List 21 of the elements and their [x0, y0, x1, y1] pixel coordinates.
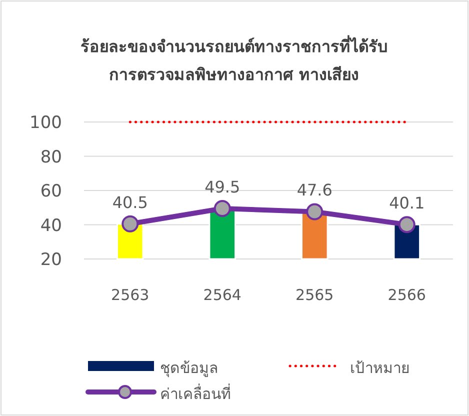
data-label: 40.5 — [112, 192, 148, 212]
x-tick-label: 2563 — [111, 286, 150, 304]
y-tick-label: 60 — [40, 182, 62, 202]
y-tick-label: 80 — [40, 147, 62, 168]
x-tick-label: 2565 — [296, 286, 334, 304]
data-label: 47.6 — [296, 180, 332, 200]
y-tick-label: 100 — [30, 113, 62, 133]
point — [122, 215, 139, 232]
y-tick-label: 20 — [40, 250, 62, 270]
chart-title: ร้อยละของจำนวนรถยนต์ทางราชการที่ได้รับ การตรวจมลพิษทางอากาศ ทางเสียง — [80, 35, 388, 84]
data-label: 40.1 — [389, 194, 425, 213]
point — [306, 203, 324, 220]
point — [214, 200, 231, 217]
legend-label: ชุดข้อมูล — [160, 359, 218, 378]
legend-label: เป้าหมาย — [350, 359, 410, 377]
legend-label: ค่าเคลื่อนที่ — [160, 383, 231, 403]
data-label: 49.5 — [204, 177, 240, 196]
x-tick-label: 2564 — [203, 286, 242, 304]
y-tick-label: 40 — [40, 216, 62, 236]
x-tick-label: 2566 — [388, 286, 426, 304]
point — [398, 216, 416, 234]
